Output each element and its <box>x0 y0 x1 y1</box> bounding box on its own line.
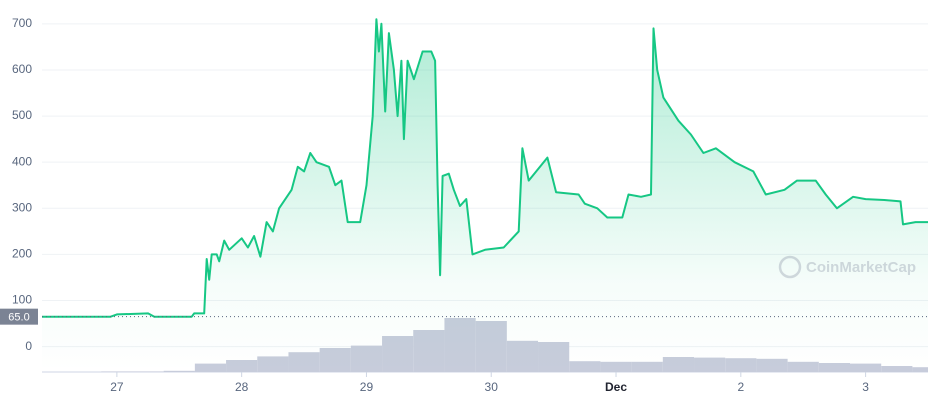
y-tick-label: 700 <box>12 16 32 30</box>
price-area <box>42 19 928 372</box>
watermark-text: CoinMarketCap <box>806 259 916 276</box>
y-tick-label: 500 <box>12 108 32 122</box>
x-tick-label: 29 <box>360 380 374 394</box>
y-tick-label: 400 <box>12 154 32 168</box>
x-tick-label: 2 <box>737 380 744 394</box>
x-tick-label: 3 <box>862 380 869 394</box>
x-tick-label: Dec <box>605 380 627 394</box>
plot <box>42 18 928 372</box>
y-tick-label: 600 <box>12 62 32 76</box>
x-tick-label: 30 <box>485 380 499 394</box>
y-tick-label: 200 <box>12 247 32 261</box>
reference-label-box <box>0 308 38 325</box>
y-tick-label: 300 <box>12 200 32 214</box>
watermark: CoinMarketCap <box>778 255 916 279</box>
x-tick-label: 28 <box>235 380 249 394</box>
price-line <box>42 18 928 318</box>
reference-label: 65.0 <box>8 312 29 324</box>
y-tick-label: 0 <box>25 339 32 353</box>
y-tick-label: 100 <box>12 293 32 307</box>
x-tick-label: 27 <box>110 380 124 394</box>
